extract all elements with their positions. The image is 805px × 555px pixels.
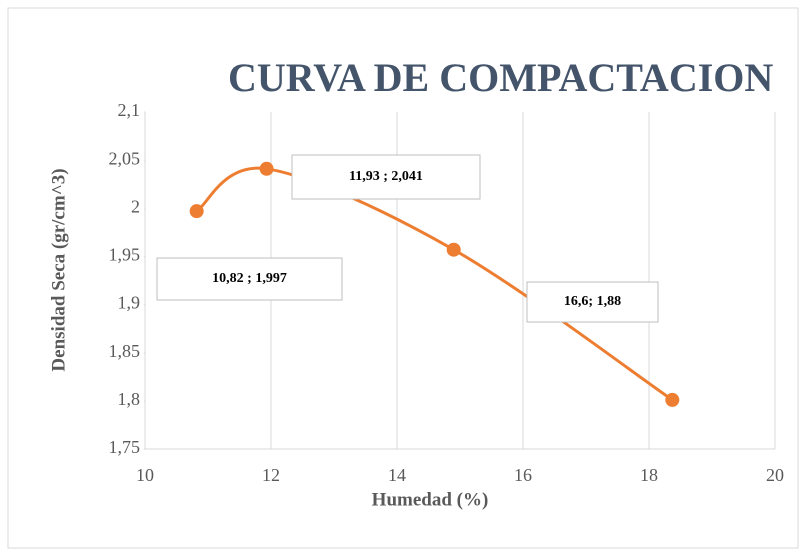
y-axis-label: Densidad Seca (gr/cm^3) <box>48 168 69 371</box>
marker <box>259 161 274 176</box>
chart-title: CURVA DE COMPACTACION <box>228 55 773 100</box>
y-tick-label: 1,85 <box>109 341 141 361</box>
x-tick-label: 10 <box>136 465 154 485</box>
annotation-box <box>291 154 481 200</box>
y-tick-label: 1,8 <box>118 389 141 409</box>
annotation: 11,93 ; 2,041 <box>349 169 423 184</box>
y-tick-label: 2,1 <box>118 100 141 120</box>
x-tick-label: 18 <box>640 465 658 485</box>
annotation: 16,6; 1,88 <box>564 294 621 309</box>
annotation-box <box>526 281 659 323</box>
x-tick-label: 16 <box>514 465 532 485</box>
y-tick-label: 1,75 <box>109 437 141 457</box>
y-tick-label: 1,95 <box>109 245 141 265</box>
marker <box>665 392 680 407</box>
x-tick-label: 14 <box>388 465 406 485</box>
line <box>195 166 674 402</box>
y-tick-label: 2,05 <box>109 148 141 168</box>
y-tick-label: 2 <box>131 196 140 216</box>
x-tick-label: 20 <box>766 465 784 485</box>
annotation-box <box>156 257 343 301</box>
marker <box>189 204 204 219</box>
marker <box>446 242 461 257</box>
y-tick-label: 1,9 <box>118 293 141 313</box>
annotation: 10,82 ; 1,997 <box>212 271 287 286</box>
chart-frame <box>7 7 799 549</box>
x-tick-label: 12 <box>262 465 280 485</box>
x-axis-label: Humedad (%) <box>372 489 489 510</box>
